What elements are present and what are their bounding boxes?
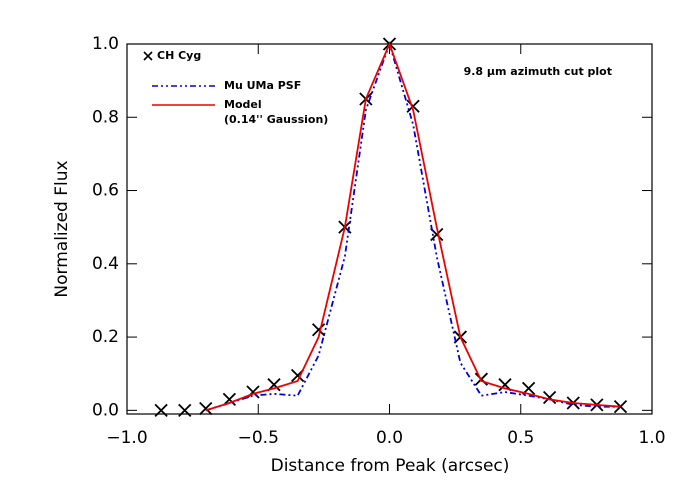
y-axis-label: Normalized Flux [52, 160, 72, 297]
legend-label: CH Cyg [157, 49, 201, 62]
x-tick-label: −1.0 [106, 428, 147, 448]
y-tick-label: 0.2 [92, 327, 119, 347]
y-tick-label: 0.4 [92, 254, 119, 274]
data-point [542, 390, 557, 405]
legend-label: Mu UMa PSF [224, 79, 301, 92]
x-tick-label: 0.0 [376, 428, 403, 448]
y-tick-label: 0.8 [92, 107, 119, 127]
y-tick-label: 0.0 [92, 400, 119, 420]
y-tick-label: 0.6 [92, 181, 119, 201]
x-tick-label: 1.0 [638, 428, 665, 448]
x-tick-label: 0.5 [507, 428, 534, 448]
series-line [205, 41, 621, 412]
y-tick-label: 1.0 [92, 34, 119, 54]
series-line [205, 41, 621, 412]
annotation: 9.8 μm azimuth cut plot [464, 65, 612, 78]
plot-frame [126, 43, 653, 415]
x-axis-label: Distance from Peak (arcsec) [271, 456, 510, 476]
legend-marker [143, 51, 153, 61]
data-point [406, 99, 420, 113]
legend-label: (0.14'' Gaussion) [224, 113, 328, 126]
data-point [311, 323, 326, 337]
data-point [178, 403, 192, 417]
x-tick-label: −0.5 [238, 428, 279, 448]
legend-label: Model [224, 98, 262, 111]
data-point [154, 403, 168, 417]
data-point [199, 401, 213, 416]
